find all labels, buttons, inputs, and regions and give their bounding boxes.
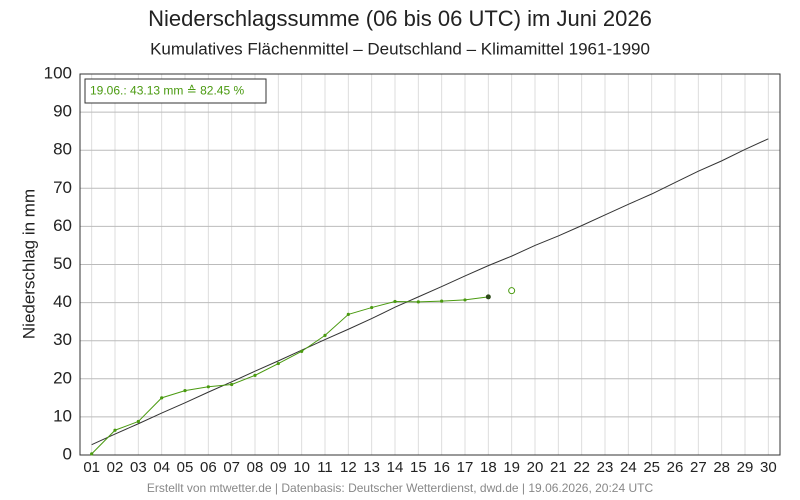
x-tick-label: 11 <box>317 459 333 476</box>
x-tick-label: 05 <box>177 459 194 476</box>
x-tick-label: 07 <box>223 459 240 476</box>
x-tick-label: 10 <box>293 459 310 476</box>
y-tick-label: 0 <box>63 444 72 463</box>
x-tick-label: 13 <box>363 459 380 476</box>
y-tick-label: 60 <box>53 216 72 235</box>
annotation: 19.06.: 43.13 mm ≙ 82.45 % <box>90 84 244 98</box>
point <box>230 382 234 387</box>
point <box>160 396 164 400</box>
y-tick-label: 10 <box>53 406 72 425</box>
x-tick-label: 15 <box>410 459 427 476</box>
point <box>440 299 444 303</box>
x-tick-label: 08 <box>247 459 264 476</box>
y-tick-label: 80 <box>53 140 72 159</box>
x-tick-label: 01 <box>83 459 100 476</box>
x-tick-label: 22 <box>573 459 590 476</box>
x-tick-label: 29 <box>737 459 754 476</box>
x-tick-label: 12 <box>340 459 357 476</box>
y-tick-label: 100 <box>44 63 72 82</box>
x-tick-label: 20 <box>527 459 544 476</box>
y-axis-label: Niederschlag in mm <box>19 189 38 339</box>
plot-frame <box>79 73 781 456</box>
y-tick-label: 50 <box>53 254 72 273</box>
chart-title: Niederschlagssumme (06 bis 06 UTC) im Ju… <box>148 6 652 31</box>
x-tick-label: 27 <box>690 459 707 476</box>
footer: Erstellt von mtwetter.de | Datenbasis: D… <box>147 481 654 495</box>
point <box>463 298 467 302</box>
point <box>136 419 140 424</box>
point <box>323 333 327 337</box>
x-tick-label: 18 <box>480 459 497 476</box>
x-tick-label: 02 <box>107 459 124 476</box>
point <box>300 349 304 353</box>
point <box>113 428 117 432</box>
x-tick-label: 26 <box>667 459 684 476</box>
x-tick-label: 09 <box>270 459 287 476</box>
x-tick-label: 24 <box>620 459 637 476</box>
point <box>416 300 420 304</box>
x-tick-label: 28 <box>713 459 730 476</box>
current-point <box>508 287 516 295</box>
x-tick-label: 16 <box>433 459 450 476</box>
point <box>346 312 350 317</box>
x-tick-label: 30 <box>760 459 777 476</box>
annotation-box <box>84 78 267 104</box>
y-tick-label: 40 <box>53 292 72 311</box>
point <box>370 305 374 310</box>
point <box>276 361 280 366</box>
y-tick-label: 30 <box>53 330 72 349</box>
x-tick-label: 04 <box>153 459 170 476</box>
x-tick-label: 23 <box>597 459 614 476</box>
point <box>90 452 94 456</box>
x-tick-label: 14 <box>387 459 404 476</box>
x-tick-label: 03 <box>130 459 147 476</box>
point <box>393 299 397 304</box>
chart-subtitle: Kumulatives Flächenmittel – Deutschland … <box>150 39 650 58</box>
series-line <box>91 138 769 446</box>
y-tick-label: 90 <box>53 102 72 121</box>
point <box>485 294 491 300</box>
y-tick-label: 70 <box>53 178 72 197</box>
x-tick-label: 19 <box>503 459 520 476</box>
series-line <box>91 296 489 455</box>
x-tick-label: 25 <box>643 459 660 476</box>
x-tick-label: 21 <box>550 459 567 476</box>
point <box>183 389 187 393</box>
point <box>206 385 210 389</box>
y-tick-label: 20 <box>53 368 72 387</box>
point <box>253 373 257 377</box>
x-tick-label: 17 <box>457 459 474 476</box>
x-tick-label: 06 <box>200 459 217 476</box>
